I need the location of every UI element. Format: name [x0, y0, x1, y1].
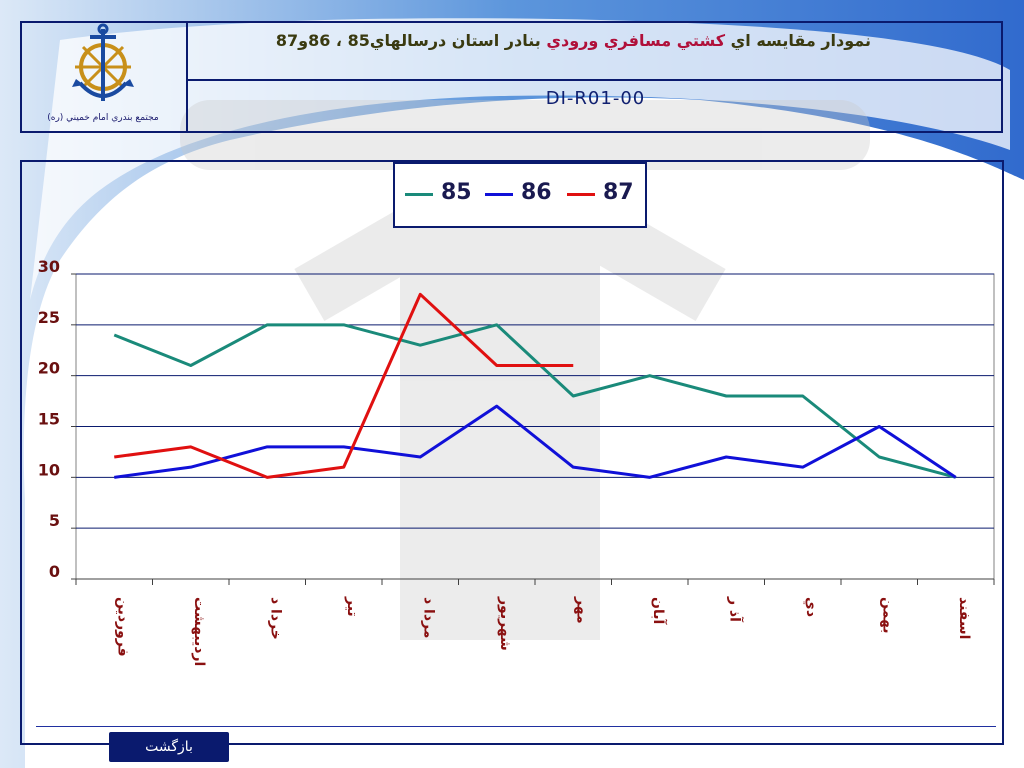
title-row: نمودار مقايسه اي كشتي مسافري ورودي بنادر… — [188, 21, 1003, 81]
legend-swatch-86 — [485, 193, 513, 196]
chart-frame — [20, 160, 1004, 745]
document-code: DI-R01-00 — [545, 88, 646, 109]
legend-label-87: 87 — [603, 180, 634, 205]
x-tick-label: مردا د — [420, 597, 436, 638]
title-part-2: بنادر استان درسالهاي85 ، 86و87 — [275, 31, 547, 50]
back-button[interactable]: بازگشت — [109, 732, 229, 762]
y-tick-label: 5 — [49, 511, 60, 530]
legend-label-86: 86 — [521, 180, 552, 205]
title-highlight: كشتي مسافري ورودي — [546, 31, 726, 50]
x-tick-label: فروردين — [114, 597, 130, 657]
y-tick-label: 10 — [38, 460, 60, 479]
x-tick-label: آذ ر — [726, 596, 744, 623]
series-line-86 — [114, 404, 957, 479]
y-tick-label: 15 — [38, 410, 60, 429]
legend-swatch-85 — [405, 193, 433, 196]
x-tick-label: آبان — [650, 597, 668, 625]
series-line-85 — [113, 323, 957, 479]
y-tick-label: 0 — [49, 562, 60, 581]
title-part-1: نمودار مقايسه اي — [725, 31, 871, 50]
legend-swatch-87 — [567, 193, 595, 196]
legend-label-85: 85 — [441, 180, 472, 205]
x-tick-label: بهمن — [879, 597, 895, 633]
anchor-logo-icon — [72, 23, 134, 101]
x-tick-label: ارديبهشت — [191, 597, 207, 666]
y-tick-label: 30 — [38, 257, 60, 276]
logo-caption: مجتمع بندري امام خميني (ره) — [47, 113, 159, 123]
series-line-87 — [114, 292, 574, 479]
footer-divider — [36, 726, 996, 727]
x-tick-label: تير — [344, 596, 360, 617]
x-tick-label: دي — [802, 597, 819, 617]
page-title: نمودار مقايسه اي كشتي مسافري ورودي بنادر… — [188, 31, 871, 50]
x-tick-label: اسفند — [956, 597, 972, 639]
x-tick-label: مهر — [573, 596, 589, 624]
x-tick-label: خردا د — [267, 597, 283, 640]
x-tick-label: شهريور — [497, 596, 513, 651]
logo-cell: مجتمع بندري امام خميني (ره) — [20, 21, 188, 133]
header-box — [20, 21, 1003, 133]
chart-legend: 85 86 87 — [393, 162, 647, 228]
y-tick-label: 20 — [38, 359, 60, 378]
y-tick-label: 25 — [38, 308, 60, 327]
